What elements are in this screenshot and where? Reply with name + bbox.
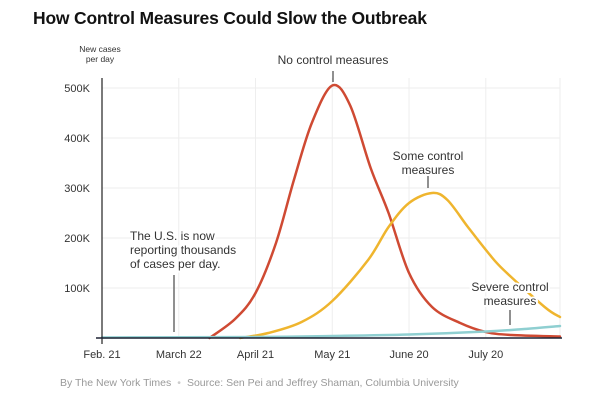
y-tick-label: 400K xyxy=(64,133,90,145)
x-tick-label: Feb. 21 xyxy=(83,349,120,361)
y-tick-label: 200K xyxy=(64,233,90,245)
series-line-severe-control-measures xyxy=(100,324,562,339)
y-tick-label: 500K xyxy=(64,83,90,95)
annotation-text: The U.S. is now xyxy=(130,229,215,243)
y-tick-label: 300K xyxy=(64,183,90,195)
annotation-text: measures xyxy=(402,163,455,177)
x-tick-label: June 20 xyxy=(389,349,428,361)
annotation-text: measures xyxy=(484,294,537,308)
series-line-no-control-measures xyxy=(208,83,562,340)
y-tick-label: 100K xyxy=(64,283,90,295)
separator: • xyxy=(177,377,181,389)
x-tick-label: April 21 xyxy=(237,349,274,361)
annotation: No control measures xyxy=(276,51,390,82)
source-credit: Source: Sen Pei and Jeffrey Shaman, Colu… xyxy=(186,377,459,389)
chart-title: How Control Measures Could Slow the Outb… xyxy=(33,8,427,28)
x-tick-label: March 22 xyxy=(156,349,202,361)
chart-footer: By The New York Times • Source: Sen Pei an… xyxy=(60,377,459,389)
annotation-text: No control measures xyxy=(278,53,389,67)
annotation-text: reporting thousands xyxy=(130,243,236,257)
series-line-some-control-measures xyxy=(238,191,562,340)
annotation-text: Severe control xyxy=(471,280,548,294)
annotation-text: Some control xyxy=(393,149,464,163)
byline: By The New York Times xyxy=(60,377,172,389)
annotation-text: of cases per day. xyxy=(130,257,221,271)
x-tick-label: May 21 xyxy=(314,349,350,361)
y-axis-title: per day xyxy=(86,54,115,64)
y-axis-title: New cases xyxy=(79,44,121,54)
x-tick-label: July 20 xyxy=(468,349,503,361)
